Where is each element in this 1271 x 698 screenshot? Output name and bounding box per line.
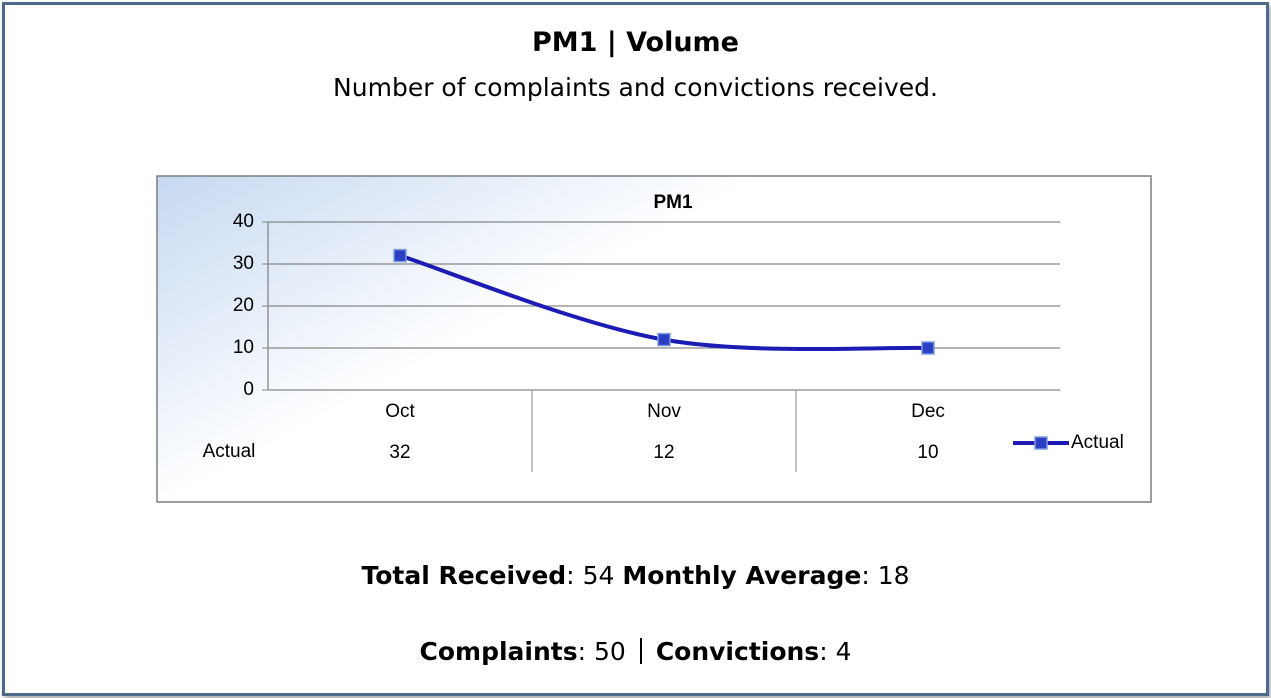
summary-value: 4 [835, 637, 852, 666]
summary-item: Complaints 50 [420, 637, 626, 666]
page-subtitle: Number of complaints and convictions rec… [333, 73, 938, 102]
summary-value: 54 [582, 561, 615, 590]
summary-label: Convictions [656, 637, 828, 666]
x-tick-label: Oct [385, 401, 415, 422]
summary-line: Complaints 50 Convictions 4 [5, 637, 1266, 666]
y-tick-label: 0 [243, 379, 254, 400]
x-tick-label: Dec [911, 401, 945, 422]
data-marker [393, 248, 407, 263]
chart: PM1 0 10 20 30 40 Oct Nov Dec Actual 32 12 10 Actual [156, 175, 1152, 503]
data-marker [921, 341, 935, 355]
summary-item: Total Received 54 [361, 561, 614, 590]
summary-value: 50 [594, 637, 626, 666]
table-row-label: Actual [203, 441, 256, 462]
summary-item: Convictions 4 [656, 637, 852, 666]
summary-label: Monthly Average [622, 561, 869, 590]
x-tick-label: Nov [647, 401, 681, 422]
summary-label: Complaints [420, 637, 587, 666]
legend-label: Actual [1071, 432, 1124, 453]
table-value: 32 [389, 442, 410, 463]
data-marker [657, 332, 671, 347]
summary-label: Total Received [361, 561, 574, 590]
page-title: PM1 | Volume [532, 27, 739, 58]
y-tick-label: 30 [233, 253, 254, 274]
y-tick-label: 40 [233, 211, 254, 232]
table-value: 12 [653, 442, 674, 463]
y-tick-label: 20 [233, 295, 254, 316]
separator [639, 638, 642, 664]
table-value: 10 [917, 442, 938, 463]
y-tick-label: 10 [233, 337, 254, 358]
summary-item: Monthly Average 18 [622, 561, 909, 590]
summary-value: 18 [877, 561, 910, 590]
chart-title: PM1 [653, 192, 693, 213]
legend-marker [1034, 436, 1048, 450]
